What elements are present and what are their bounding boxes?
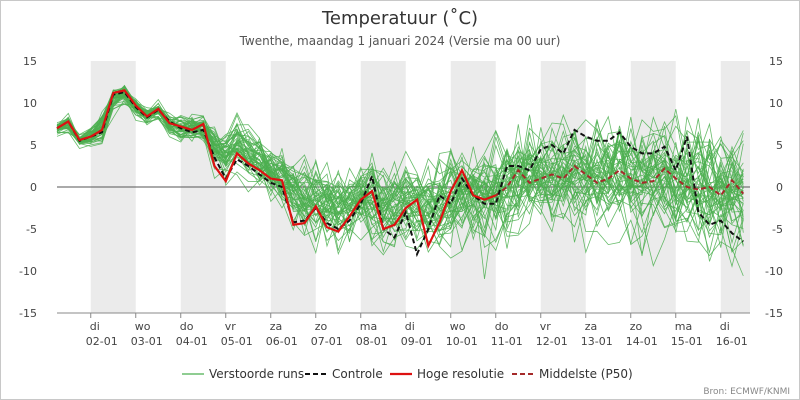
y-tick-right: 0 [776,181,783,194]
y-tick-left: -10 [19,265,37,278]
x-tick-weekday: di [90,320,100,333]
y-tick-right: 15 [769,55,783,68]
x-tick-weekday: ma [675,320,692,333]
legend: Verstoorde runs Controle Hoge resolutie … [182,367,633,381]
x-tick-weekday: di [720,320,730,333]
x-tick-weekday: wo [450,320,466,333]
x-tick-weekday: za [585,320,598,333]
y-tick-left: 0 [30,181,37,194]
hires-line [56,89,497,250]
x-tick-weekday: do [180,320,194,333]
x-tick-date: 05-01 [221,335,253,348]
y-tick-right: -10 [765,265,783,278]
legend-control: Controle [332,367,383,381]
x-tick-weekday: wo [135,320,151,333]
x-tick-weekday: zo [315,320,328,333]
x-tick-date: 16-01 [716,335,748,348]
chart-subtitle: Twenthe, maandag 1 januari 2024 (Versie … [239,34,561,48]
x-tick-date: 06-01 [266,335,298,348]
y-tick-right: 5 [776,139,783,152]
x-tick-weekday: zo [630,320,643,333]
x-tick-date: 03-01 [131,335,163,348]
x-tick-date: 11-01 [491,335,523,348]
y-tick-right: -5 [772,223,783,236]
perturbed-run-line [56,93,744,235]
y-tick-left: -5 [26,223,37,236]
x-tick-weekday: vr [225,320,237,333]
x-tick-date: 10-01 [446,335,478,348]
x-tick-date: 15-01 [671,335,703,348]
x-tick-date: 04-01 [176,335,208,348]
y-tick-right: 10 [769,97,783,110]
source-credit: Bron: ECMWF/KNMI [703,387,790,397]
y-tick-right: -15 [765,307,783,320]
x-tick-date: 08-01 [356,335,388,348]
perturbed-run-line [56,97,744,238]
x-tick-weekday: ma [360,320,377,333]
perturbed-run-line [56,91,744,246]
y-tick-left: 10 [23,97,37,110]
main-series [56,89,745,258]
chart-title: Temperatuur (˚C) [321,8,478,29]
legend-median: Middelste (P50) [539,367,633,381]
perturbed-run-line [56,95,744,279]
x-tick-date: 09-01 [401,335,433,348]
x-tick-weekday: do [495,320,509,333]
x-tick-date: 13-01 [581,335,613,348]
legend-perturbed: Verstoorde runs [209,367,304,381]
x-tick-date: 12-01 [536,335,568,348]
x-tick-date: 14-01 [626,335,658,348]
median-line [495,164,745,197]
perturbed-run-line [56,87,744,217]
axes: 15 15 10 10 5 5 0 0 -5 -5 -10 -10 -15 -15 di 02-01 wo 03-… [19,55,783,348]
x-tick-weekday: vr [540,320,552,333]
y-tick-left: 15 [23,55,37,68]
x-tick-date: 07-01 [311,335,343,348]
x-tick-date: 02-01 [86,335,118,348]
x-tick-weekday: di [405,320,415,333]
perturbed-run-line [56,84,744,220]
y-tick-left: -15 [19,307,37,320]
x-tick-weekday: za [270,320,283,333]
perturbed-run-line [56,103,744,277]
perturbed-run-line [56,93,744,233]
y-tick-left: 5 [30,139,37,152]
legend-hires: Hoge resolutie [417,367,504,381]
